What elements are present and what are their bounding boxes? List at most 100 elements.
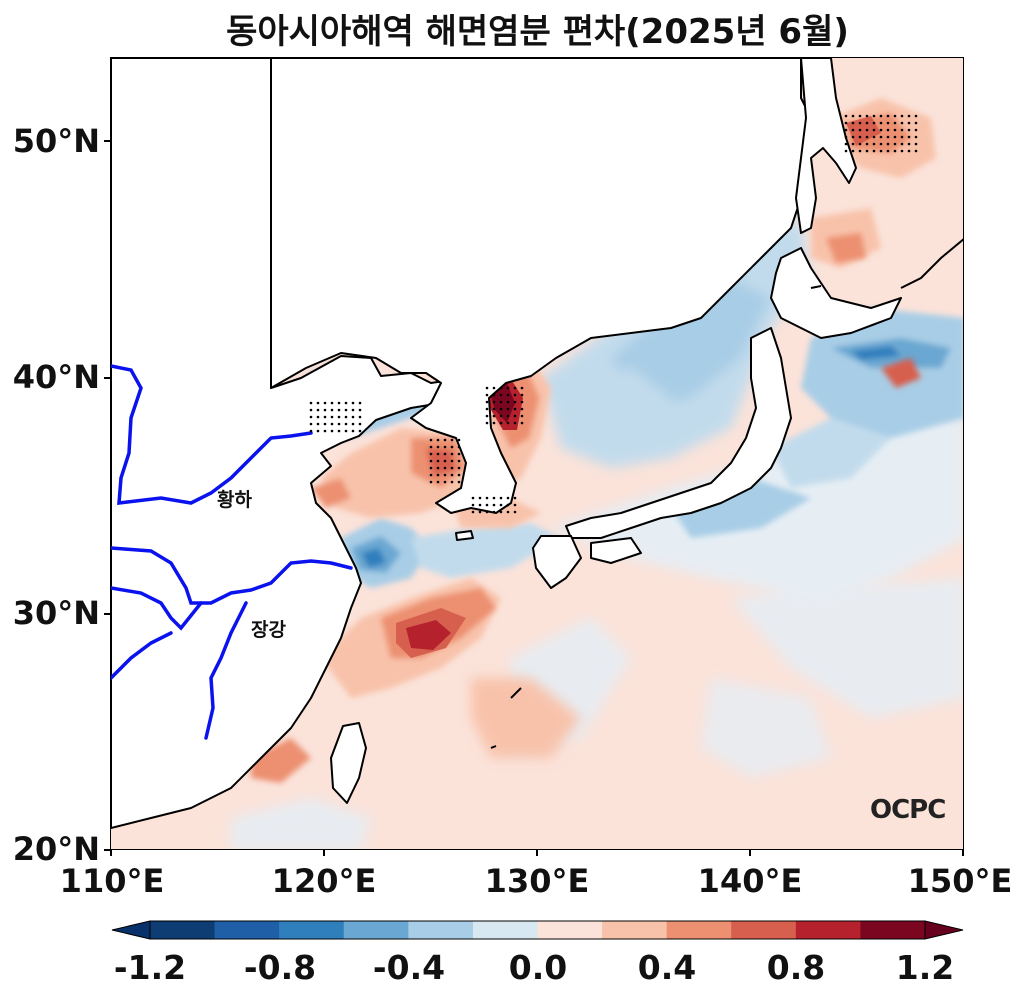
significance-dot (506, 503, 510, 507)
significance-dot (499, 393, 503, 397)
colorbar-label-neg-0-8: -0.8 (243, 948, 317, 987)
significance-dot (429, 466, 433, 470)
significance-dot (351, 415, 355, 419)
significance-dot (443, 480, 447, 484)
significance-dot (499, 400, 503, 404)
significance-dot (330, 422, 334, 426)
significance-dot (499, 386, 503, 390)
significance-dot (499, 510, 503, 514)
significance-dot (907, 142, 911, 146)
significance-dot (485, 503, 489, 507)
significance-dot (851, 149, 855, 153)
significance-dots (309, 114, 918, 514)
colorbar-swatch (343, 921, 409, 939)
colorbar-border (149, 920, 926, 940)
significance-dot (316, 422, 320, 426)
significance-dot (520, 421, 524, 425)
sakhalin-land (795, 58, 857, 234)
significance-dot (893, 149, 897, 153)
tributary-line-2 (111, 631, 173, 680)
significance-dot (471, 503, 475, 507)
tributary-line (111, 586, 203, 631)
significance-dot (900, 135, 904, 139)
significance-dot (851, 128, 855, 132)
significance-dot (499, 496, 503, 500)
significance-dot (872, 114, 876, 118)
significance-dot (450, 480, 454, 484)
significance-dot (506, 393, 510, 397)
shikoku-land (590, 537, 642, 564)
significance-dot (900, 114, 904, 118)
colorbar-label-zero: 0.0 (508, 948, 568, 987)
significance-dot (450, 445, 454, 449)
significance-dot (520, 393, 524, 397)
significance-dot (851, 114, 855, 118)
significance-dot (358, 401, 362, 405)
colorbar-swatch (666, 921, 732, 939)
significance-dot (450, 473, 454, 477)
significance-dot (492, 386, 496, 390)
significance-dot (443, 452, 447, 456)
significance-dot (900, 121, 904, 125)
significance-dot (513, 510, 517, 514)
significance-dot (492, 407, 496, 411)
significance-dot (872, 121, 876, 125)
significance-dot (323, 415, 327, 419)
yellow-river-label: 황하 (217, 488, 252, 511)
significance-dot (351, 401, 355, 405)
x-tick-label-110e: 110°E (59, 862, 165, 900)
y-tick-20n (104, 849, 110, 851)
significance-dot (337, 422, 341, 426)
significance-dot (316, 415, 320, 419)
significance-dot (330, 401, 334, 405)
significance-dot (914, 135, 918, 139)
x-tick-120e (323, 850, 325, 856)
x-tick-140e (749, 850, 751, 856)
significance-dot (907, 128, 911, 132)
significance-dot (907, 114, 911, 118)
colorbar-swatch (214, 921, 280, 939)
significance-dot (492, 510, 496, 514)
colorbar-swatch (537, 921, 603, 939)
colorbar-swatch (602, 921, 668, 939)
east-sea-blue (541, 218, 811, 468)
yangtze-label: 장강 (251, 619, 286, 641)
significance-dot (429, 473, 433, 477)
significance-dot (485, 407, 489, 411)
significance-dot (309, 401, 313, 405)
significance-dot (513, 503, 517, 507)
yangtze-line (111, 546, 353, 605)
significance-dot (844, 128, 848, 132)
significance-dot (337, 401, 341, 405)
significance-dot (865, 128, 869, 132)
x-tick-110e (110, 850, 112, 856)
significance-dot (436, 438, 440, 442)
significance-dot (443, 473, 447, 477)
significance-dot (492, 503, 496, 507)
significance-dot (879, 114, 883, 118)
significance-dot (457, 473, 461, 477)
significance-dot (323, 408, 327, 412)
y-tick-label-50n: 50°N (12, 122, 100, 160)
honshu-land (565, 327, 792, 539)
significance-dot (858, 135, 862, 139)
significance-dot (344, 408, 348, 412)
pacific-blue-bands (671, 308, 963, 538)
colorbar-label-1-2: 1.2 (895, 948, 955, 987)
significance-dot (886, 128, 890, 132)
salinity-anomaly-map: 황하 장강 (111, 58, 963, 849)
significance-dot (499, 414, 503, 418)
significance-dot (443, 466, 447, 470)
colorbar-under-triangle (111, 920, 151, 940)
colorbar-swatch (860, 921, 926, 939)
significance-dot (893, 135, 897, 139)
significance-dot (492, 400, 496, 404)
significance-dot (886, 135, 890, 139)
significance-dot (879, 142, 883, 146)
significance-dot (858, 121, 862, 125)
y-tick-50n (104, 140, 110, 142)
significance-dot (309, 408, 313, 412)
korea-russia-land (270, 58, 812, 514)
significance-dot (844, 149, 848, 153)
significance-dot (858, 142, 862, 146)
